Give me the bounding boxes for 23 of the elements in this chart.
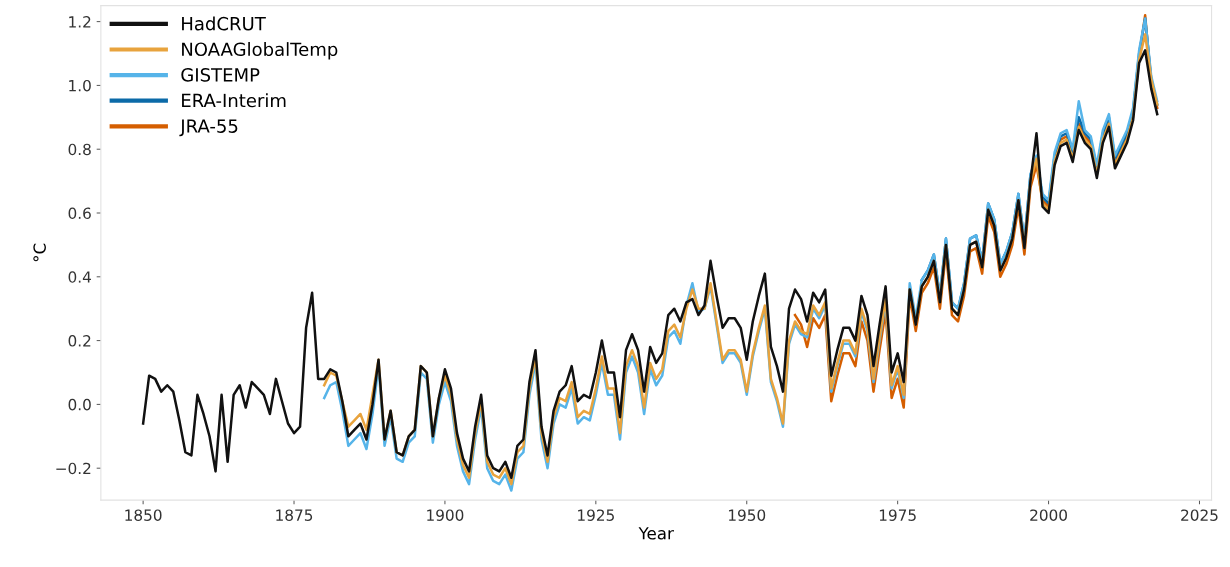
x-tick-label: 2000 [1030,509,1067,521]
legend-label: GISTEMP [181,68,260,82]
y-tick-label: 0.6 [68,207,91,220]
x-tick-label: 1875 [276,509,313,521]
x-tick-label: 1850 [125,509,162,521]
x-tick-label: 2025 [1181,509,1218,521]
y-tick-label: 0.0 [68,398,91,411]
x-tick-label: 1925 [578,509,614,521]
y-tick-label: 0.4 [68,271,91,283]
y-tick-label: 0.2 [68,335,91,347]
y-tick-label: −0.2 [56,462,91,475]
x-tick-label: 1975 [879,509,916,521]
x-tick-label: 1900 [427,509,464,521]
x-tick-label: 1950 [728,509,766,521]
legend-label: HadCRUT [182,16,266,31]
y-tick-label: 0.8 [68,143,91,156]
legend-label: ERA-Interim [182,93,286,108]
x-axis-title: Year [638,527,674,540]
y-tick-label: 1.2 [69,16,91,28]
y-tick-label: 1.0 [69,79,91,92]
y-axis-title: °C [33,243,46,262]
legend-label: NOAAGlobalTemp [182,42,338,60]
legend-label: JRA-55 [179,119,238,137]
